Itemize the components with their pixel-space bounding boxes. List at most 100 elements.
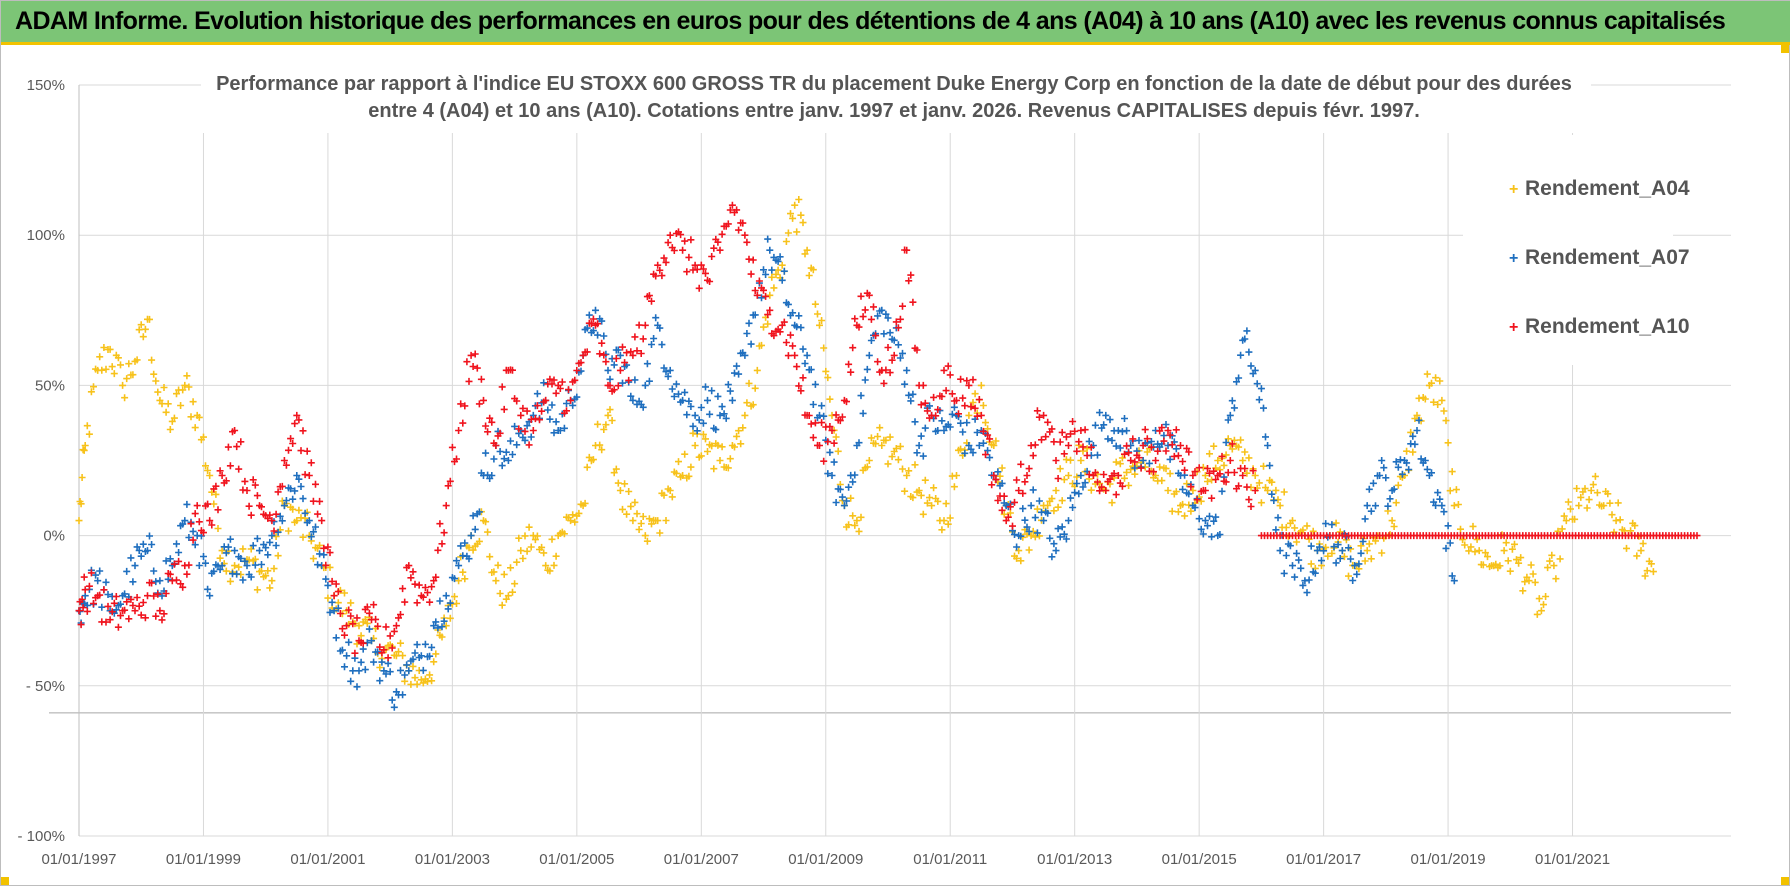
point-a10 [216, 467, 224, 475]
legend-label-a07: Rendement_A07 [1525, 246, 1690, 269]
point-a10 [652, 272, 660, 280]
point-a07 [287, 485, 295, 493]
point-a04 [183, 372, 191, 380]
point-a04 [984, 425, 992, 433]
point-a04 [299, 533, 307, 541]
point-a04 [106, 345, 114, 353]
point-a04 [1540, 601, 1547, 609]
point-a10 [662, 258, 670, 266]
point-a04 [1407, 428, 1415, 436]
point-a04 [1394, 481, 1402, 489]
point-a04 [376, 664, 384, 671]
point-a07 [280, 502, 288, 510]
point-a04 [1245, 454, 1253, 462]
point-a04 [85, 430, 93, 438]
point-a04 [102, 365, 110, 373]
point-a07 [1081, 479, 1089, 487]
point-a10 [204, 500, 212, 508]
point-a04 [1519, 587, 1527, 595]
point-a10 [766, 306, 774, 314]
point-a04 [1641, 572, 1649, 580]
point-a04 [1469, 522, 1477, 530]
chart-title-line2: entre 4 (A04) et 10 ans (A10). Cotations… [368, 100, 1420, 122]
point-a10 [1158, 424, 1166, 432]
point-a07 [146, 532, 153, 540]
point-a04 [1332, 519, 1340, 527]
point-a10 [112, 593, 120, 600]
point-a04 [1189, 487, 1197, 494]
point-a07 [1398, 470, 1406, 478]
point-a04 [656, 529, 664, 537]
point-a07 [766, 246, 774, 254]
point-a07 [1307, 542, 1315, 550]
point-a07 [1050, 540, 1058, 548]
point-a10 [1210, 467, 1218, 475]
point-a10 [795, 382, 803, 390]
point-a07 [1237, 351, 1245, 359]
point-a10 [905, 277, 913, 285]
point-a04 [882, 436, 890, 444]
point-a07 [905, 391, 913, 399]
point-a10 [419, 593, 427, 601]
point-a10 [963, 377, 971, 385]
point-a10 [374, 622, 382, 630]
point-a04 [1521, 578, 1529, 586]
point-a10 [359, 639, 367, 647]
point-a07 [948, 410, 956, 418]
scatter-chart: 150% 100% 50% 0% - 50% - 100% 01/01/1997 01/01/… [17, 67, 1731, 868]
point-a04 [108, 363, 116, 371]
point-a10 [434, 546, 442, 554]
point-a07 [560, 424, 568, 432]
point-a10 [1052, 457, 1060, 464]
point-a10 [289, 440, 297, 447]
point-a04 [789, 214, 797, 222]
point-a10 [940, 366, 948, 374]
point-a04 [1031, 533, 1039, 541]
point-a04 [1612, 517, 1620, 525]
point-a10 [909, 298, 917, 306]
point-a04 [1446, 487, 1454, 495]
point-a07 [838, 493, 846, 501]
point-a10 [1139, 442, 1147, 449]
point-a04 [1647, 560, 1655, 568]
point-a07 [1423, 465, 1431, 473]
point-a04 [272, 533, 280, 540]
point-a04 [946, 514, 954, 522]
point-a10 [1239, 472, 1247, 479]
point-a04 [1432, 374, 1440, 382]
point-a10 [397, 611, 404, 618]
point-a10 [390, 627, 398, 635]
point-a07 [490, 455, 498, 463]
point-a10 [811, 419, 819, 427]
point-a10 [515, 425, 523, 433]
point-a07 [998, 479, 1006, 487]
point-a07 [226, 535, 234, 543]
point-a07 [540, 379, 548, 387]
point-a07 [828, 472, 836, 479]
point-a04 [801, 250, 809, 258]
point-a07 [376, 677, 384, 685]
point-a07 [482, 449, 490, 457]
point-a07 [446, 599, 454, 607]
point-a04 [784, 229, 792, 237]
point-a04 [1336, 528, 1344, 536]
point-a04 [1504, 557, 1512, 565]
point-a04 [1537, 607, 1545, 615]
point-a07 [708, 387, 716, 395]
y-tick-label: 150% [27, 77, 65, 94]
point-a04 [1162, 465, 1170, 473]
point-a10 [235, 465, 243, 473]
point-a10 [421, 584, 429, 591]
point-a10 [127, 595, 135, 603]
point-a04 [123, 375, 131, 383]
point-a10 [448, 443, 456, 451]
point-a04 [546, 567, 554, 575]
point-a04 [697, 452, 705, 460]
point-a04 [525, 523, 533, 531]
point-a07 [83, 601, 91, 609]
point-a10 [442, 502, 450, 510]
point-a04 [411, 674, 419, 682]
point-a10 [994, 497, 1002, 504]
point-a04 [1054, 503, 1062, 511]
point-a10 [679, 246, 687, 254]
